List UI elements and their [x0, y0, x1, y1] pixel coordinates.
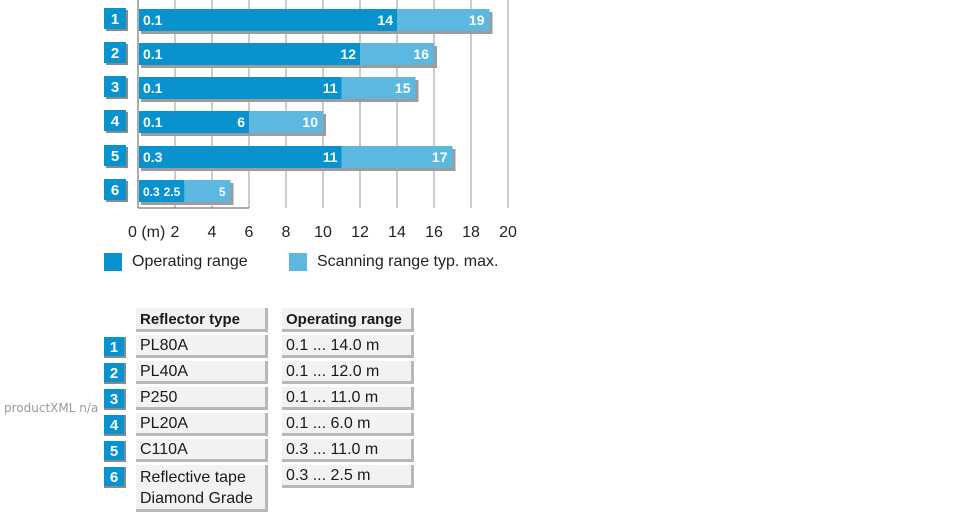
scanning-swatch — [289, 253, 307, 271]
x-tick-label: 10 — [314, 224, 332, 241]
row-badge — [104, 145, 126, 166]
operating-range-cell: 0.1 ... 11.0 m — [282, 387, 414, 410]
x-tick-label: 18 — [462, 224, 480, 241]
chart-grid — [137, 0, 509, 209]
operating-range-cell: 0.1 ... 12.0 m — [282, 361, 414, 384]
bar-start-label: 0.1 — [143, 114, 163, 130]
x-axis-ticks: 0 (m) 2 4 6 8 10 12 14 16 18 20 — [128, 224, 517, 241]
side-note: productXML n/a — [4, 401, 99, 415]
row-badge — [104, 42, 126, 63]
table-badge-2: 2 — [104, 363, 126, 384]
scanning-range-bar — [249, 111, 323, 133]
row-badge-label: 4 — [111, 113, 120, 130]
scanning-range-bar — [397, 9, 490, 31]
bar-scanning-end-label: 5 — [219, 185, 226, 199]
scanning-range-bar — [341, 77, 416, 99]
reflector-type-header: Reflector type — [136, 308, 268, 332]
legend-operating-label: Operating range — [132, 253, 248, 270]
operating-range-header: Operating range — [282, 308, 414, 332]
x-tick-label: 0 (m) — [128, 224, 165, 241]
operating-range-bar — [139, 146, 342, 168]
bar-operating-end-label: 2.5 — [164, 185, 181, 199]
row-badge — [104, 76, 126, 97]
reflector-type-cell: Reflective tape Diamond Grade — [136, 465, 268, 512]
x-tick-label: 4 — [208, 224, 217, 241]
operating-range-column: Operating range 0.1 ... 14.0 m 0.1 ... 1… — [282, 308, 414, 488]
bar-scanning-end-label: 10 — [302, 114, 318, 130]
reflector-type-cell: PL20A — [136, 413, 268, 436]
bar-scanning-end-label: 17 — [432, 149, 448, 165]
row-badge — [104, 179, 126, 200]
operating-range-cell: 0.3 ... 2.5 m — [282, 465, 414, 488]
bar-operating-end-label: 6 — [237, 114, 245, 130]
table-badge-1: 1 — [104, 337, 126, 358]
x-tick-label: 12 — [351, 224, 369, 241]
bar-start-label: 0.1 — [143, 46, 163, 62]
chart-bars: 0.1 14 19 0.1 12 16 0.1 11 15 0.1 6 10 0.3 11 17 0.3 2.5… — [139, 9, 493, 205]
operating-range-bar — [139, 77, 342, 99]
operating-range-bar — [139, 180, 185, 202]
row-badge-label: 1 — [111, 11, 119, 28]
x-tick-label: 20 — [499, 224, 517, 241]
row-badge-label: 2 — [111, 45, 119, 62]
bar-operating-end-label: 12 — [340, 46, 356, 62]
scanning-range-bar — [184, 180, 231, 202]
table-badge-5: 5 — [104, 441, 126, 462]
row-badge — [104, 110, 126, 131]
row-badge — [104, 8, 126, 29]
table-badge-4: 4 — [104, 415, 126, 436]
x-tick-label: 6 — [245, 224, 254, 241]
table-badge-3: 3 — [104, 389, 126, 410]
table-badge-6: 6 — [104, 467, 126, 488]
reflector-type-cell: C110A — [136, 439, 268, 462]
operating-range-cell: 0.1 ... 6.0 m — [282, 413, 414, 436]
x-tick-label: 8 — [282, 224, 291, 241]
legend-scanning: Scanning range typ. max. — [289, 251, 498, 273]
operating-range-cell: 0.1 ... 14.0 m — [282, 335, 414, 358]
bar-start-label: 0.3 — [143, 185, 160, 199]
bar-start-label: 0.3 — [143, 149, 163, 165]
chart-row-badges: 1 2 3 4 5 6 — [104, 8, 128, 202]
bar-scanning-end-label: 15 — [395, 80, 411, 96]
bar-start-label: 0.1 — [143, 12, 163, 28]
operating-range-bar — [139, 9, 397, 31]
reflector-type-cell: PL80A — [136, 335, 268, 358]
scanning-range-bar — [341, 146, 453, 168]
bar-operating-end-label: 14 — [377, 12, 393, 28]
legend-operating: Operating range — [104, 251, 248, 273]
row-badge-label: 3 — [111, 79, 119, 96]
x-tick-label: 14 — [388, 224, 406, 241]
bar-operating-end-label: 11 — [323, 80, 338, 96]
reflector-type-column: Reflector type PL80A PL40A P250 PL20A C1… — [136, 308, 268, 512]
row-badge-label: 6 — [111, 182, 119, 199]
operating-swatch — [104, 253, 122, 271]
table-row-badges: 1 2 3 4 5 6 — [104, 337, 126, 493]
operating-range-bar — [139, 43, 360, 65]
row-badge-label: 5 — [111, 148, 119, 165]
bar-scanning-end-label: 16 — [413, 46, 429, 62]
bar-operating-end-label: 11 — [323, 149, 338, 165]
scanning-range-bar — [360, 43, 434, 65]
bar-start-label: 0.1 — [143, 80, 163, 96]
reflector-type-cell: PL40A — [136, 361, 268, 384]
reflector-type-cell: P250 — [136, 387, 268, 410]
bar-scanning-end-label: 19 — [469, 12, 485, 28]
range-chart: 0.1 14 190.1 12 160.1 11 150.1 6 100.3 11 170.3 2.5… — [104, 0, 517, 241]
operating-range-cell: 0.3 ... 11.0 m — [282, 439, 414, 462]
x-tick-label: 16 — [425, 224, 443, 241]
x-tick-label: 2 — [171, 224, 180, 241]
operating-range-bar — [139, 111, 249, 133]
legend-scanning-label: Scanning range typ. max. — [317, 253, 499, 270]
